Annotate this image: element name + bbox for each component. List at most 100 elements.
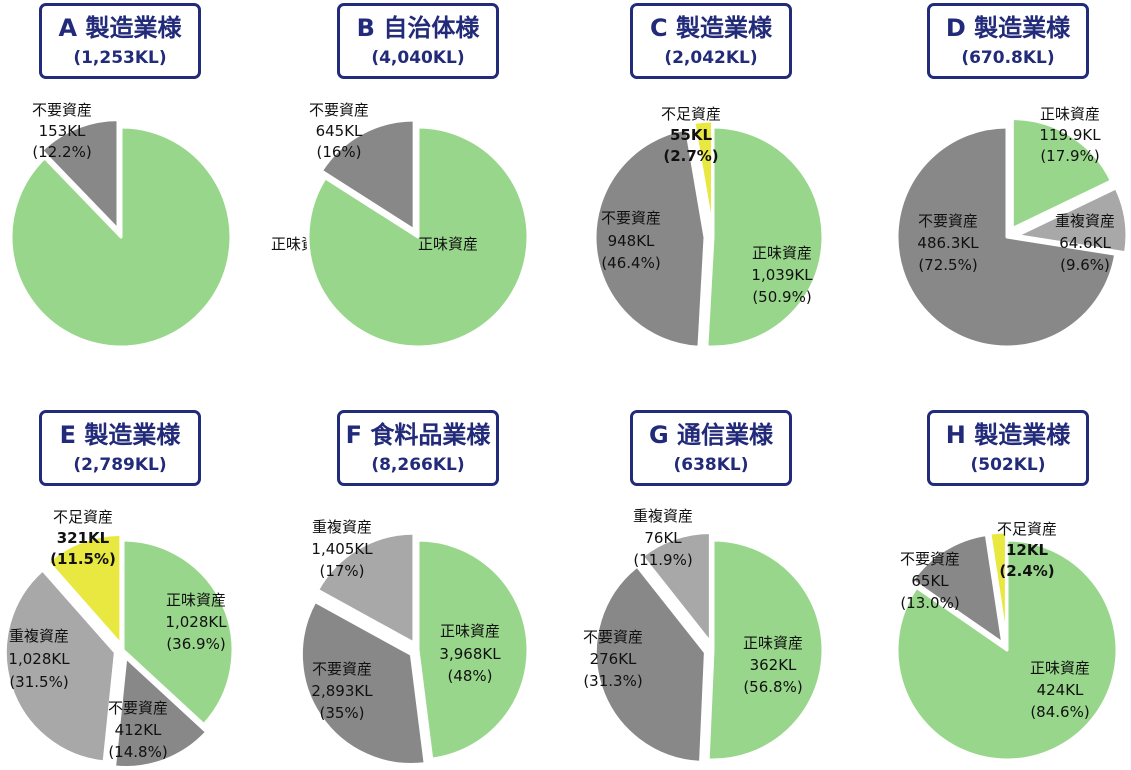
slice-label-value-label: 65KL bbox=[911, 572, 949, 590]
slice-label-value-label: 362KL bbox=[750, 656, 797, 674]
pie-chart: 正味資産 424KL (84.6%) 不要資産 65KL (13.0%) 不足資産 12KL (… bbox=[895, 520, 1119, 762]
chart-subtitle: (4,040KL) bbox=[371, 48, 465, 68]
slice-label-name: 不足資産 bbox=[997, 520, 1057, 538]
slice-label-percent-label: (17.9%) bbox=[1040, 147, 1099, 165]
chart-title-box: B 自治体様 (4,040KL) bbox=[337, 3, 499, 79]
slice-label-percent-label: (2.7%) bbox=[663, 147, 718, 165]
slice-label-value-label: 1,405KL bbox=[311, 540, 373, 558]
slice-label-value-label: 412KL bbox=[115, 721, 162, 739]
slice-label-percent-label: (31.5%) bbox=[9, 673, 68, 691]
pie-slice bbox=[1010, 117, 1113, 231]
chart-title-box: G 通信業様 (638KL) bbox=[630, 410, 792, 486]
slice-label-name: 正味資産 bbox=[1040, 105, 1100, 123]
pie-slice bbox=[9, 125, 233, 349]
slice-label-value-label: 153KL bbox=[39, 122, 86, 140]
slice-label-percent-label: (12.2%) bbox=[32, 143, 91, 161]
slice-label-percent-label: (50.9%) bbox=[752, 288, 811, 306]
slice-label-value-label: 3,968KL bbox=[439, 645, 501, 663]
slice-label-percent-label: (36.9%) bbox=[166, 635, 225, 653]
pie-slice bbox=[895, 125, 1118, 349]
chart-title: G 通信業様 bbox=[648, 421, 774, 449]
slice-label-value-label: 1,028KL bbox=[165, 613, 227, 631]
chart-title: C 製造業様 bbox=[650, 14, 772, 42]
pie-slice bbox=[640, 530, 712, 644]
chart-title: A 製造業様 bbox=[58, 14, 182, 42]
slice-label-value-label: 12KL bbox=[1006, 541, 1048, 559]
pie-slice bbox=[988, 530, 1008, 644]
chart-title-box: D 製造業様 (670.8KL) bbox=[927, 3, 1089, 79]
pie-slice bbox=[692, 119, 714, 233]
slice-label-percent-label: (72.5%) bbox=[918, 256, 977, 274]
slice-label-value-label: 486.3KL bbox=[917, 234, 979, 252]
chart-title-box: A 製造業様 (1,253KL) bbox=[39, 3, 201, 79]
slice-label-value-label: 2,893KL bbox=[311, 682, 373, 700]
slice-label-percent-label: (46.4%) bbox=[601, 254, 660, 272]
chart-title-box: E 製造業様 (2,789KL) bbox=[39, 410, 201, 486]
pie-chart: 正味資産 1,039KL (50.9%) 不要資産 948KL (46.4%) 不足資産 55… bbox=[593, 105, 825, 349]
pie-chart: 正味資産 362KL (56.8%) 不要資産 276KL (31.3%) 重複資産 76KL… bbox=[583, 507, 825, 764]
slice-label-percent-label: (14.8%) bbox=[108, 743, 167, 761]
pie-slice bbox=[910, 532, 1005, 645]
slice-label-name: 正味資産 bbox=[752, 244, 812, 262]
slice-label-percent-label: (13.0%) bbox=[900, 594, 959, 612]
chart-title: H 製造業様 bbox=[945, 421, 1071, 449]
slice-label-percent-label: (11.9%) bbox=[633, 551, 692, 569]
slice-label-value-label: 76KL bbox=[644, 529, 682, 547]
slice-label-name: 重複資産 bbox=[9, 627, 69, 645]
chart-title-box: C 製造業様 (2,042KL) bbox=[630, 3, 792, 79]
slice-label-name: 不要資産 bbox=[918, 212, 978, 230]
slice-label-value-label: 321KL bbox=[57, 529, 110, 547]
pie-slice bbox=[416, 538, 530, 761]
slice-label-value-label: 1,028KL bbox=[8, 650, 70, 668]
chart-title: E 製造業様 bbox=[59, 421, 181, 449]
chart-title: B 自治体様 bbox=[356, 14, 480, 42]
chart-subtitle: (8,266KL) bbox=[371, 455, 465, 475]
chart-title-box: F 食料品業様 (8,266KL) bbox=[337, 410, 499, 486]
slice-label-value-label: 1,039KL bbox=[751, 266, 813, 284]
slice-label-name: 重複資産 bbox=[312, 518, 372, 536]
chart-subtitle: (2,042KL) bbox=[664, 48, 758, 68]
slice-label-name: 不足資産 bbox=[661, 105, 721, 123]
pie-slice bbox=[3, 568, 117, 764]
pie-slice bbox=[1015, 186, 1129, 255]
slice-label-percent-label: (11.5%) bbox=[50, 550, 116, 568]
slice-label-name: 不要資産 bbox=[309, 101, 369, 119]
slice-label-percent-label: (48%) bbox=[447, 667, 492, 685]
slice-label-value-label: 119.9KL bbox=[1039, 126, 1101, 144]
slice-label-name: 不足資産 bbox=[53, 508, 113, 526]
slice-label-percent-label: (17%) bbox=[319, 562, 364, 580]
pie-slice bbox=[299, 599, 427, 766]
slice-label-value-label: 276KL bbox=[590, 650, 637, 668]
slice-label-name: 重複資産 bbox=[633, 507, 693, 525]
slice-label-percent-label: (35%) bbox=[319, 704, 364, 722]
chart-title-box: H 製造業様 (502KL) bbox=[927, 410, 1089, 486]
chart-title: D 製造業様 bbox=[945, 14, 1071, 42]
slice-label-value-label: 64.6KL bbox=[1059, 234, 1111, 252]
pie-chart: 正味資産 不要資産 645KL (16%) bbox=[306, 101, 530, 349]
pie-slice bbox=[593, 127, 707, 349]
slice-label-name: 正味資産 bbox=[743, 634, 803, 652]
pie-slice bbox=[113, 655, 209, 769]
slice-label-value-label: 55KL bbox=[670, 126, 712, 144]
slice-label-name: 不要資産 bbox=[601, 209, 661, 227]
pie-slice bbox=[706, 538, 825, 762]
slice-label-name: 不要資産 bbox=[900, 550, 960, 568]
slice-label-name: 正味資産 bbox=[166, 591, 226, 609]
pie-slice bbox=[705, 125, 825, 349]
slice-label-percent-label: (31.3%) bbox=[583, 672, 642, 690]
chart-title: F 食料品業様 bbox=[345, 421, 491, 449]
pie-slice bbox=[46, 532, 123, 646]
slice-label-value-label: 424KL bbox=[1037, 681, 1084, 699]
slice-label-percent-label: (2.4%) bbox=[999, 562, 1054, 580]
slice-label-name: 重複資産 bbox=[1055, 212, 1115, 230]
pie-chart: 正味資産 119.9KL (17.9%) 重複資産 64.6KL (9.6%) 不要資産 48… bbox=[895, 105, 1129, 349]
slice-label-percent-label: (16%) bbox=[316, 143, 361, 161]
pie-chart: 正味資産 1,028KL (36.9%) 不要資産 412KL (14.8%) 重複資産 1,… bbox=[3, 508, 235, 769]
chart-subtitle: (2,789KL) bbox=[73, 455, 167, 475]
pie-slice bbox=[319, 118, 416, 232]
slice-label-name: 正味資産 bbox=[418, 235, 478, 253]
slice-label-name: 不要資産 bbox=[312, 660, 372, 678]
